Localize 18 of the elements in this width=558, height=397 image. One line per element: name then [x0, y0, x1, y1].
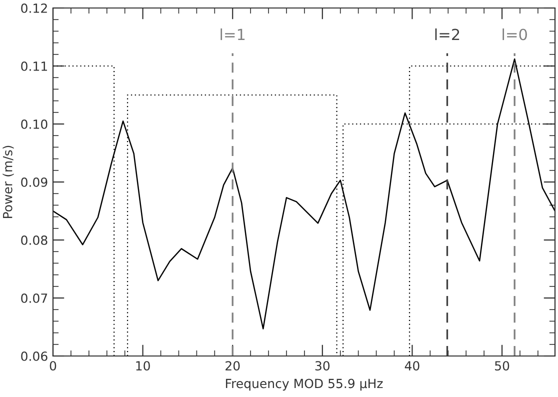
x-tick-label: 0 — [50, 361, 56, 371]
annotation: l=1 — [220, 28, 245, 40]
annotation: l=2 — [435, 28, 460, 40]
x-axis-title: Frequency MOD 55.9 μHz — [226, 378, 383, 391]
y-tick-label: 0.12 — [21, 3, 47, 13]
x-tick-label: 40 — [404, 361, 420, 371]
x-tick-label: 20 — [226, 361, 240, 371]
x-tick-label: 50 — [495, 361, 510, 371]
annotation: l=0 — [502, 28, 527, 40]
y-tick-label: 0.09 — [21, 177, 48, 187]
y-tick-label: 0.06 — [21, 351, 48, 361]
y-tick-label: 0.10 — [21, 119, 48, 129]
x-tick-label: 30 — [315, 361, 330, 371]
y-axis-title: Power (m/s) — [2, 146, 14, 218]
y-tick-label: 0.07 — [21, 293, 48, 303]
y-tick-label: 0.08 — [21, 235, 48, 245]
y-tick-label: 0.11 — [21, 61, 47, 71]
x-tick-label: 10 — [136, 361, 150, 371]
